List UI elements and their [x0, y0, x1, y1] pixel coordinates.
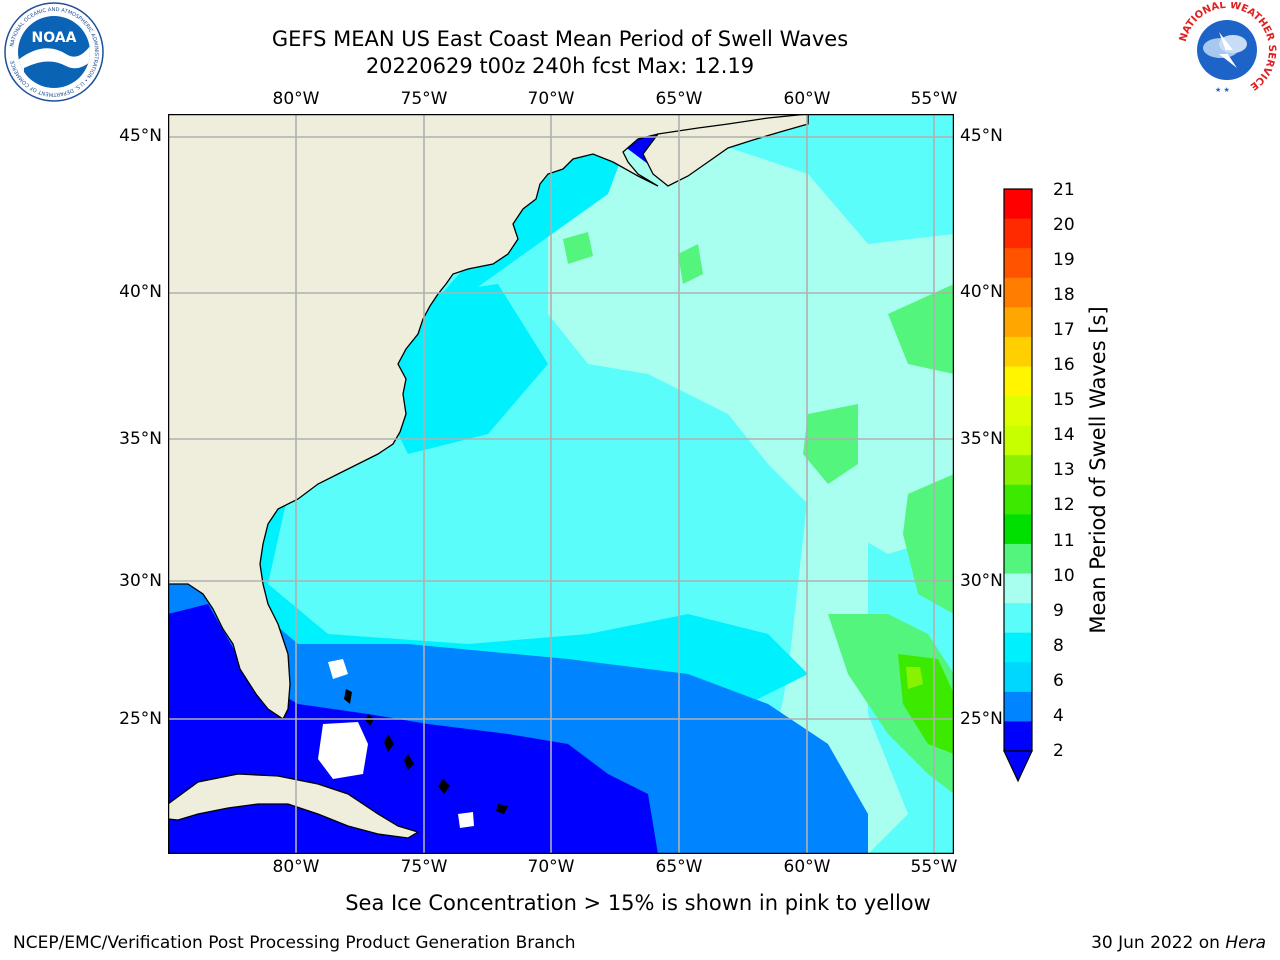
land-north-america: [168, 114, 809, 720]
lat-tick-right: 25°N: [960, 709, 1003, 729]
lat-tick-right: 35°N: [960, 429, 1003, 449]
colorbar-band: [1004, 218, 1032, 249]
colorbar-tick-label: 11: [1053, 531, 1075, 551]
colorbar: [1003, 188, 1033, 783]
colorbar-band: [1004, 366, 1032, 397]
colorbar-tick-label: 9: [1053, 601, 1064, 621]
lat-tick-right: 45°N: [960, 126, 1003, 146]
lon-tick-bottom: 65°W: [655, 857, 703, 877]
swell-region-9-11s: [903, 474, 954, 614]
colorbar-tick-label: 17: [1053, 320, 1075, 340]
land-cuba: [168, 773, 420, 839]
land-bahamas: [496, 804, 508, 814]
colorbar-tick-label: 12: [1053, 495, 1075, 515]
lon-tick-bottom: 60°W: [783, 857, 831, 877]
footer-credit: NCEP/EMC/Verification Post Processing Pr…: [13, 933, 576, 953]
colorbar-tick-label: 10: [1053, 566, 1075, 586]
lon-tick-bottom: 55°W: [910, 857, 958, 877]
colorbar-band: [1004, 662, 1032, 693]
nws-logo: NATIONAL WEATHER SERVICE ★ ★: [1178, 2, 1277, 97]
lat-tick-left: 25°N: [119, 709, 162, 729]
lat-tick-right: 40°N: [960, 282, 1003, 302]
colorbar-tick-label: 16: [1053, 355, 1075, 375]
colorbar-band: [1004, 189, 1032, 220]
chart-title: GEFS MEAN US East Coast Mean Period of S…: [271, 27, 849, 51]
colorbar-tick-label: 6: [1053, 671, 1064, 691]
colorbar-tick-label: 20: [1053, 215, 1075, 235]
lon-tick-bottom: 70°W: [527, 857, 575, 877]
footer-date-text: 30 Jun 2022 on: [1091, 933, 1220, 953]
colorbar-tick-label: 21: [1053, 180, 1075, 200]
colorbar-band: [1004, 514, 1032, 545]
swell-region-9-11s: [678, 244, 703, 284]
lon-tick-top: 75°W: [400, 89, 448, 109]
swell-region-9-11s: [888, 284, 954, 374]
svg-text:★ ★: ★ ★: [1215, 86, 1230, 94]
colorbar-band: [1004, 277, 1032, 308]
colorbar-band: [1004, 573, 1032, 604]
colorbar-title: Mean Period of Swell Waves [s]: [1086, 306, 1110, 634]
no-data-area: [458, 812, 474, 828]
lon-tick-top: 60°W: [783, 89, 831, 109]
swell-region-9-11s: [803, 404, 858, 484]
lon-tick-bottom: 75°W: [400, 857, 448, 877]
noaa-logo: NATIONAL OCEANIC AND ATMOSPHERIC ADMINIS…: [4, 2, 104, 102]
gridlines: [168, 114, 954, 854]
colorbar-band: [1004, 307, 1032, 338]
lat-tick-left: 30°N: [119, 571, 162, 591]
colorbar-tick-label: 8: [1053, 636, 1064, 656]
svg-text:NOAA: NOAA: [32, 30, 77, 46]
lon-tick-top: 55°W: [910, 89, 958, 109]
colorbar-tick-label: 13: [1053, 460, 1075, 480]
colorbar-band: [1004, 691, 1032, 723]
colorbar-tick-label: 15: [1053, 390, 1075, 410]
lon-tick-top: 65°W: [655, 89, 703, 109]
lat-tick-left: 35°N: [119, 429, 162, 449]
lon-tick-bottom: 80°W: [272, 857, 320, 877]
swell-period-map: [168, 114, 954, 854]
no-data-area: [328, 659, 348, 679]
colorbar-tick-label: 18: [1053, 285, 1075, 305]
colorbar-band: [1004, 248, 1032, 279]
swell-region-max: [906, 667, 923, 689]
lon-tick-top: 80°W: [272, 89, 320, 109]
colorbar-band: [1004, 543, 1032, 575]
lat-tick-right: 30°N: [960, 571, 1003, 591]
land-bahamas: [344, 689, 352, 704]
footer-date: 30 Jun 2022 on Hera: [1091, 933, 1266, 953]
colorbar-tick-label: 14: [1053, 425, 1075, 445]
land-bahamas: [404, 754, 414, 770]
land-bahamas: [384, 734, 394, 752]
colorbar-band: [1004, 455, 1032, 486]
colorbar-band: [1004, 603, 1032, 634]
colorbar-band: [1004, 396, 1032, 427]
sea-ice-note: Sea Ice Concentration > 15% is shown in …: [345, 891, 931, 915]
colorbar-band: [1004, 336, 1032, 368]
land-nova-scotia: [642, 114, 809, 187]
colorbar-band: [1004, 425, 1032, 456]
swell-region-9-11s: [563, 232, 593, 264]
lon-tick-top: 70°W: [527, 89, 575, 109]
lat-tick-left: 40°N: [119, 282, 162, 302]
colorbar-extend-triangle: [1003, 750, 1033, 783]
footer-machine: Hera: [1225, 933, 1266, 953]
colorbar-tick-label: 4: [1053, 706, 1064, 726]
colorbar-tick-label: 19: [1053, 250, 1075, 270]
no-data-area: [318, 722, 368, 779]
chart-subtitle: 20220629 t00z 240h fcst Max: 12.19: [365, 54, 755, 78]
colorbar-band: [1004, 484, 1032, 515]
land-bahamas: [365, 714, 374, 726]
land-bahamas: [438, 779, 450, 794]
colorbar-band: [1004, 721, 1032, 752]
lat-tick-left: 45°N: [119, 126, 162, 146]
colorbar-band: [1004, 632, 1032, 663]
colorbar-tick-label: 2: [1053, 741, 1064, 761]
